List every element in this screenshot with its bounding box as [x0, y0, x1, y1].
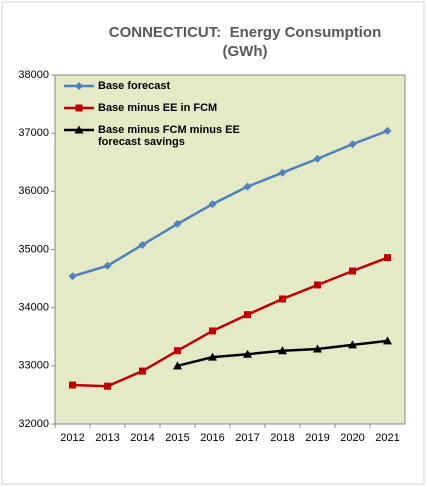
legend-entry: Base forecast [64, 80, 264, 92]
x-tick-label: 2016 [200, 432, 224, 444]
marker [384, 254, 391, 262]
marker [173, 219, 182, 228]
marker [74, 125, 84, 134]
legend-label: Base forecast [98, 80, 171, 92]
legend-label: Base minus EE in FCM [98, 102, 218, 114]
x-tick-label: 2014 [130, 432, 154, 444]
legend-swatch [64, 104, 94, 112]
marker [104, 382, 111, 390]
y-tick-label: 37000 [18, 127, 49, 139]
plot-area [54, 74, 406, 425]
marker [383, 126, 392, 135]
marker [103, 261, 112, 270]
legend-swatch [64, 82, 94, 90]
legend-label: Base minus FCM minus EE forecast savings [98, 124, 240, 148]
y-tick-label: 32000 [18, 418, 49, 430]
marker [383, 336, 392, 345]
marker [348, 140, 357, 149]
x-tick-label: 2017 [235, 432, 259, 444]
marker [69, 381, 76, 389]
legend: Base forecast Base minus EE in FCM Base mi… [64, 80, 264, 158]
marker [139, 367, 146, 375]
legend-swatch [64, 125, 94, 134]
series-line [72, 256, 388, 388]
marker [243, 182, 252, 191]
marker [279, 295, 286, 303]
y-tick-label: 36000 [18, 185, 49, 197]
x-tick-label: 2012 [60, 432, 84, 444]
marker [174, 347, 181, 355]
marker [75, 82, 83, 90]
x-tick-label: 2015 [165, 432, 189, 444]
y-tick-label: 34000 [18, 302, 49, 314]
series-line [72, 129, 388, 278]
marker [173, 361, 182, 370]
x-tick-label: 2020 [340, 432, 364, 444]
marker [348, 340, 357, 349]
marker [313, 154, 322, 163]
marker [313, 344, 322, 353]
marker [278, 168, 287, 177]
chart-title: CONNECTICUT: Energy Consumption (GWh) [109, 24, 382, 60]
marker [208, 352, 217, 361]
marker [314, 281, 321, 289]
y-tick-label: 38000 [18, 69, 49, 81]
marker [138, 240, 147, 249]
marker [208, 200, 217, 209]
marker [68, 272, 77, 281]
marker [278, 346, 287, 355]
x-tick-label: 2013 [95, 432, 119, 444]
legend-entry: Base minus EE in FCM [64, 102, 264, 114]
x-tick-label: 2019 [305, 432, 329, 444]
marker [243, 349, 252, 358]
marker [244, 311, 251, 319]
marker [349, 267, 356, 275]
x-tick-label: 2018 [270, 432, 294, 444]
x-tick-label: 2021 [375, 432, 399, 444]
y-tick-label: 35000 [18, 243, 49, 255]
legend-entry: Base minus FCM minus EE forecast savings [64, 124, 264, 148]
y-tick-label: 33000 [18, 360, 49, 372]
marker [75, 104, 83, 112]
marker [209, 327, 216, 335]
